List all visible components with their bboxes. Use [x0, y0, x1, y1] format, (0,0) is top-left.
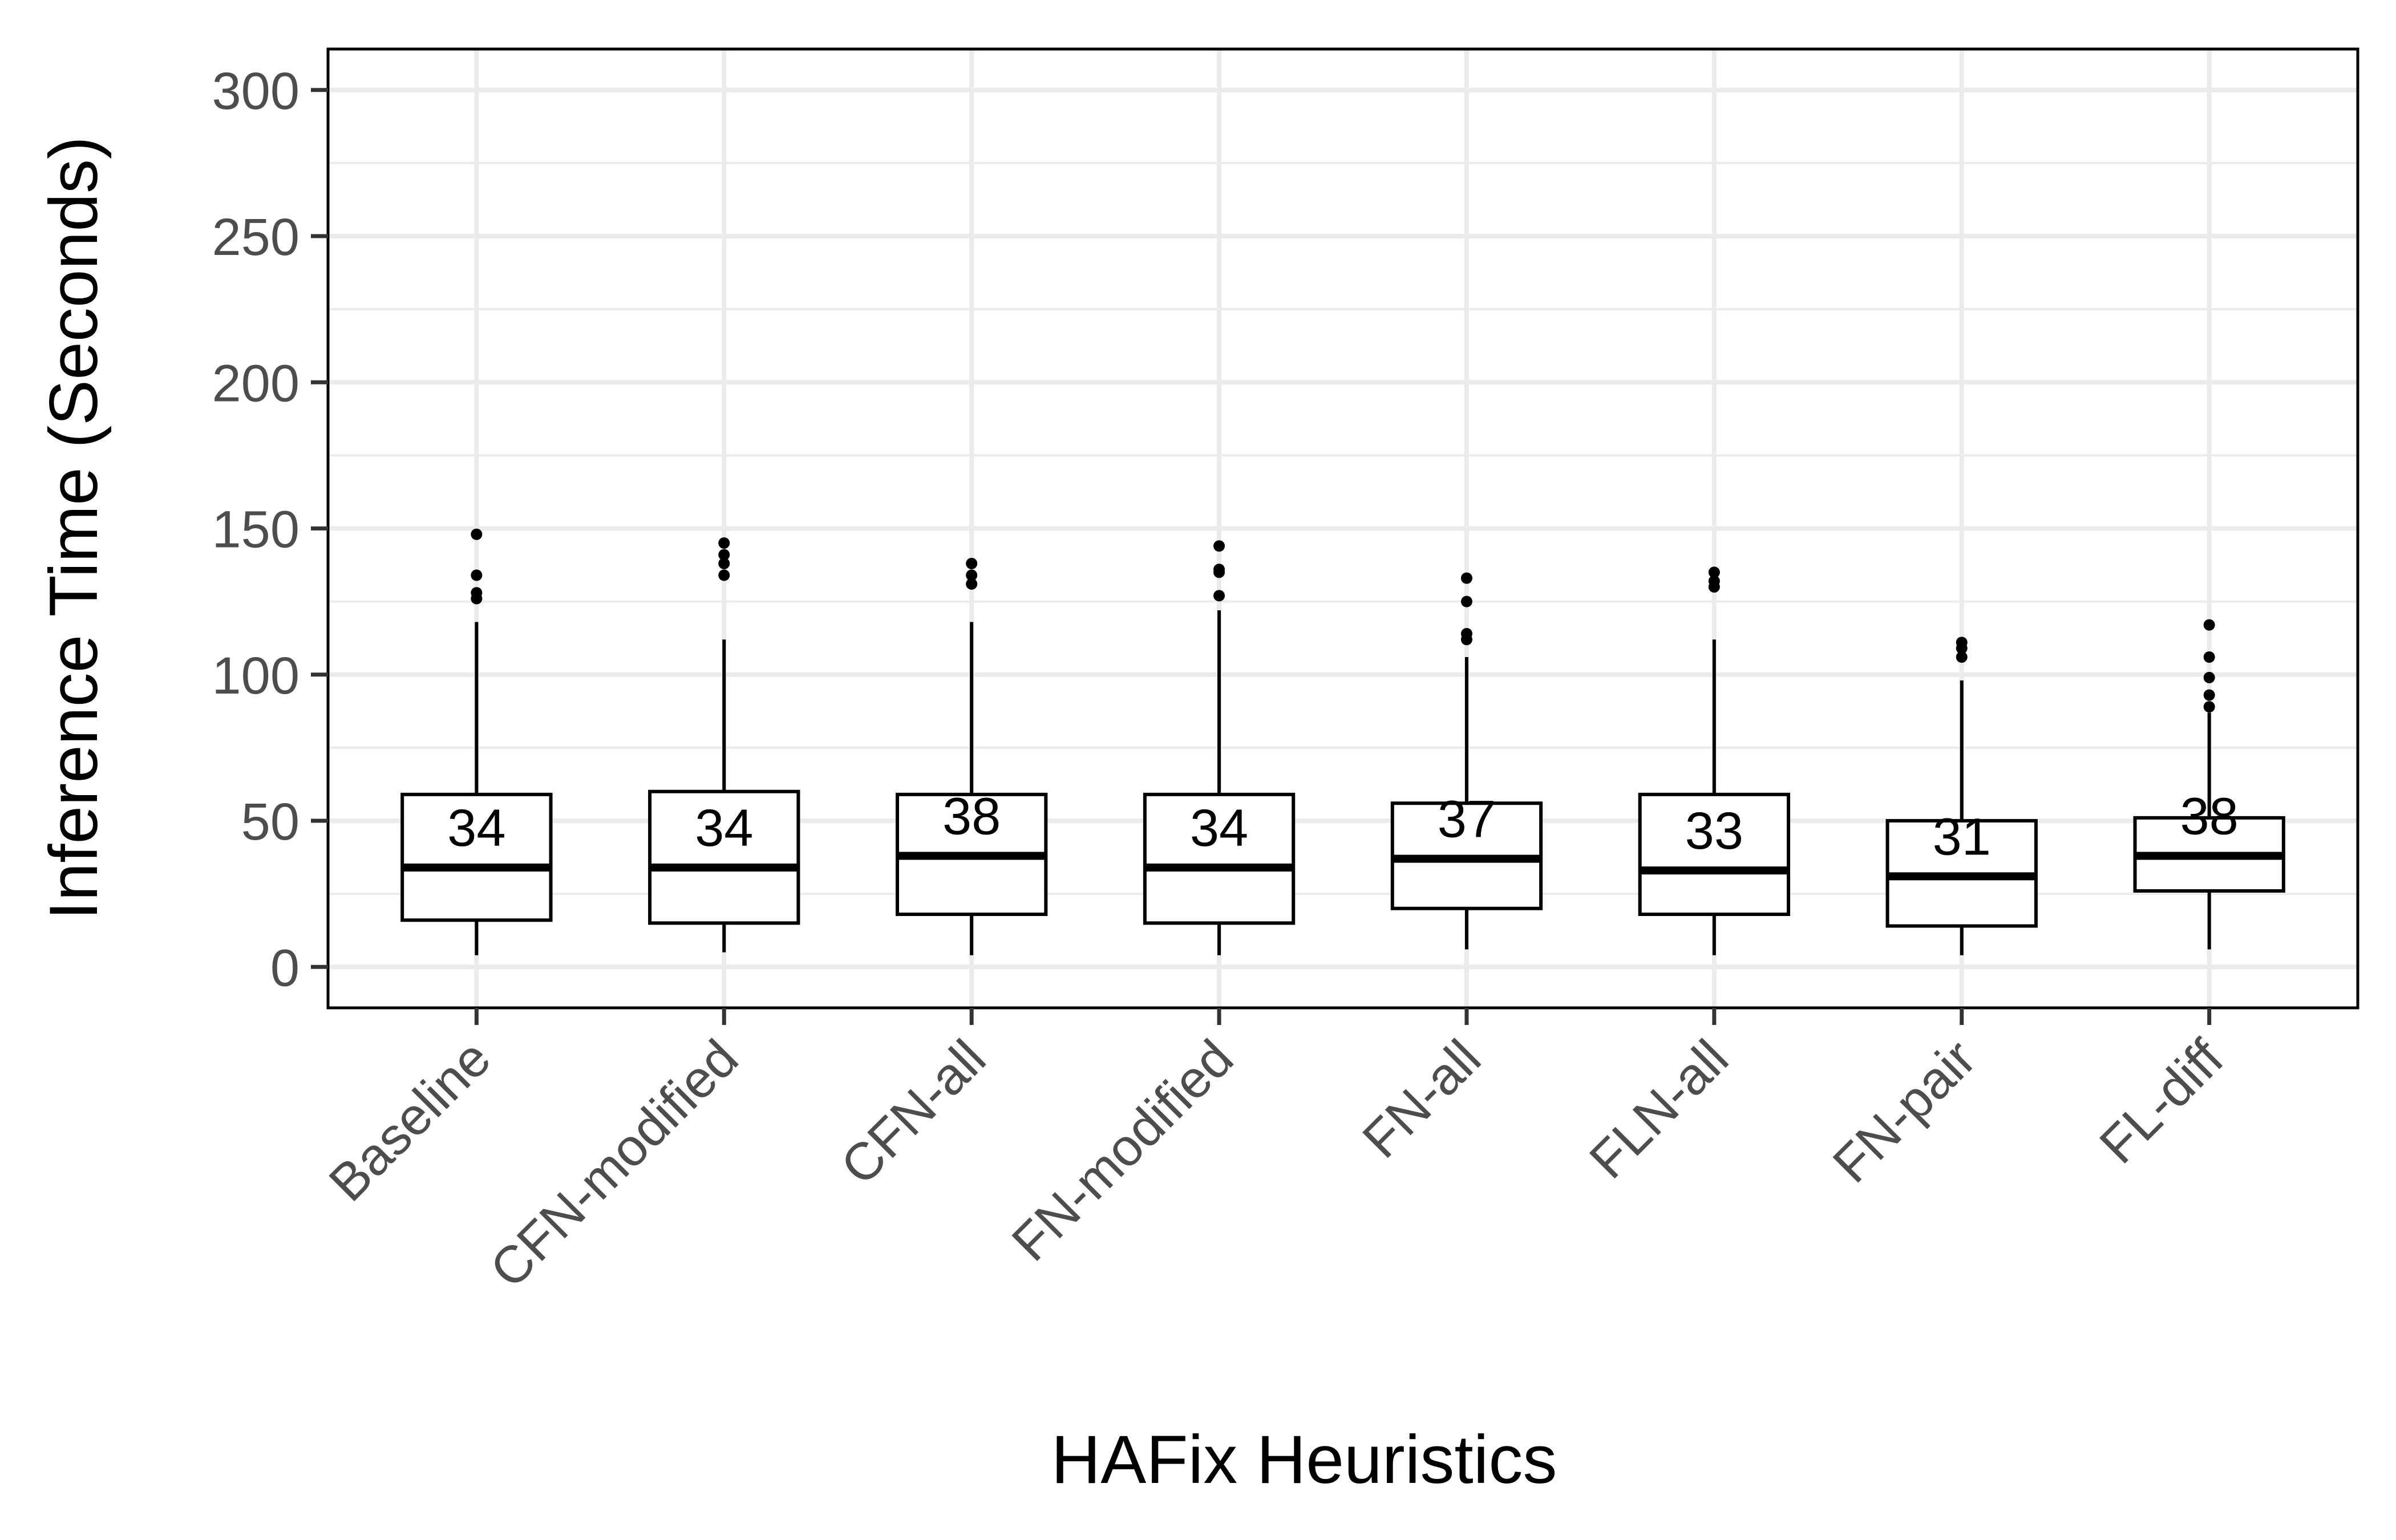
x-tick-label: CFN-all	[830, 1029, 997, 1196]
x-tick-label: FLN-all	[1579, 1029, 1739, 1190]
x-tick-label: FN-modified	[1001, 1029, 1244, 1272]
box-iqr	[648, 789, 800, 925]
median-value-label: 37	[1438, 791, 1496, 849]
box-layer: 34 34 38 34 37 33 31 38	[400, 528, 2285, 955]
outlier-point	[1708, 566, 1720, 578]
x-tick-label: Baseline	[318, 1029, 502, 1213]
median-value-label: 34	[447, 799, 505, 857]
outlier-point	[718, 569, 730, 581]
outlier-point	[718, 558, 730, 569]
median-value-label: 34	[1190, 799, 1248, 857]
box-iqr	[400, 792, 553, 922]
outlier-point	[966, 569, 978, 581]
y-tick-label: 200	[212, 354, 300, 412]
x-tick-label: FN-all	[1351, 1029, 1492, 1169]
y-tick-label: 300	[212, 62, 300, 120]
outlier-point	[718, 549, 730, 561]
x-tick-label: FN-pair	[1822, 1029, 1987, 1194]
outlier-point	[718, 537, 730, 549]
outlier-point	[471, 569, 483, 581]
median-value-label: 33	[1685, 802, 1743, 860]
outlier-point	[966, 578, 978, 590]
median-value-label: 38	[942, 788, 1001, 846]
outlier-point	[2203, 671, 2215, 683]
outlier-point	[1956, 637, 1968, 649]
median-value-label: 34	[695, 799, 753, 857]
grid-layer	[328, 49, 2358, 1008]
y-tick-label: 150	[212, 501, 300, 559]
outlier-point	[2203, 689, 2215, 701]
outlier-point	[1213, 564, 1225, 576]
outlier-point	[1213, 590, 1225, 602]
y-axis-title: Inference Time (Seconds)	[35, 136, 112, 920]
outlier-point	[1213, 540, 1225, 552]
outlier-point	[1460, 572, 1472, 584]
median-value-label: 38	[2180, 788, 2238, 846]
median-value-label: 31	[1933, 808, 1991, 866]
outlier-point	[1956, 651, 1968, 663]
y-tick-label: 250	[212, 208, 300, 266]
outlier-point	[966, 558, 978, 569]
outlier-point	[1460, 595, 1472, 607]
y-tick-label: 50	[241, 793, 300, 851]
outlier-point	[1460, 628, 1472, 639]
y-tick-label: 100	[212, 647, 300, 705]
box-iqr	[1143, 792, 1296, 925]
x-tick-label: CFN-modified	[479, 1029, 749, 1299]
outlier-point	[2203, 651, 2215, 663]
x-axis-title: HAFix Heuristics	[1051, 1421, 1557, 1498]
outlier-point	[471, 587, 483, 599]
y-tick-label: 0	[270, 939, 300, 997]
outlier-point	[471, 528, 483, 540]
outlier-point	[1708, 575, 1720, 587]
x-tick-label: FL-diff	[2089, 1029, 2235, 1175]
outlier-point	[2203, 619, 2215, 631]
box-iqr	[1638, 792, 1791, 916]
outlier-point	[2203, 701, 2215, 713]
